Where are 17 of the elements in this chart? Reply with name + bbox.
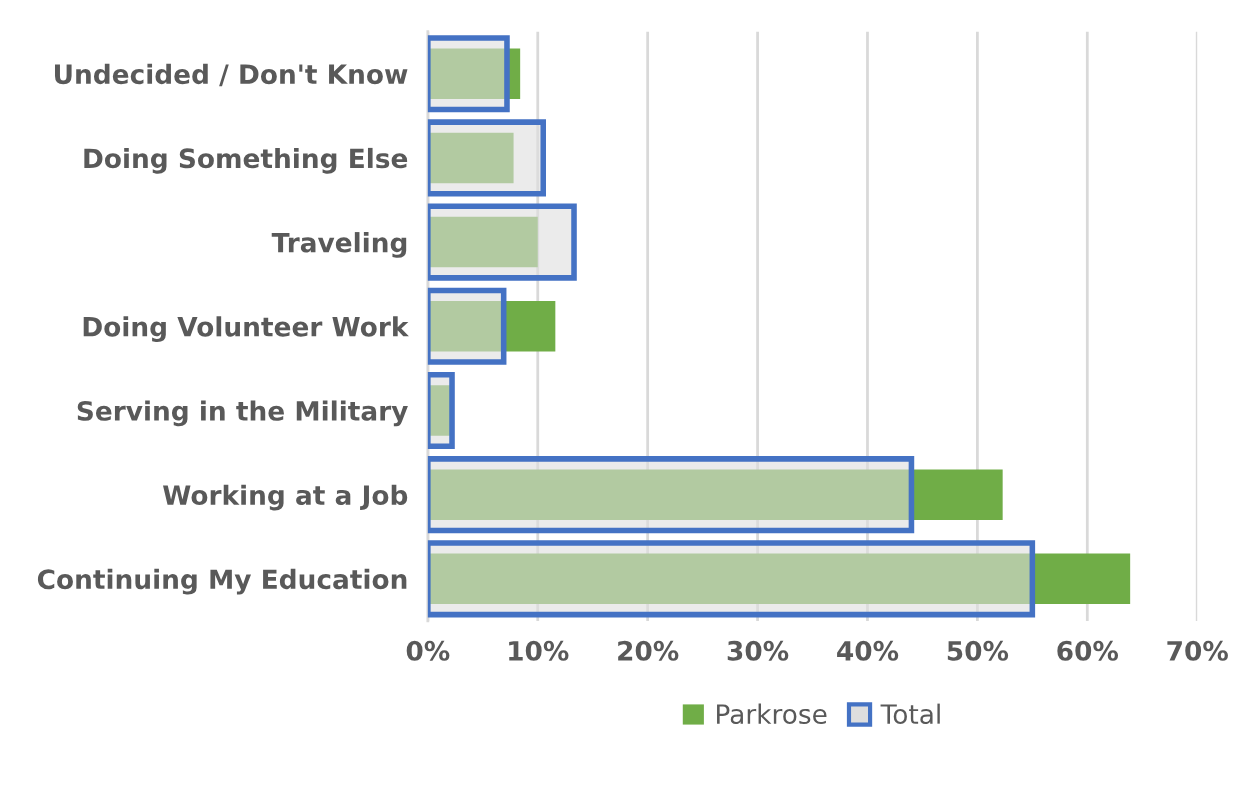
y-tick-label: Continuing My Education (37, 568, 407, 595)
y-tick-label: Working at a Job (163, 484, 408, 511)
legend-label: Total (880, 703, 940, 725)
y-tick-label: Doing Volunteer Work (83, 316, 409, 343)
x-tick-label: 20% (618, 640, 679, 661)
y-tick-label: Undecided / Don't Know (55, 63, 408, 87)
x-tick-label: 30% (727, 640, 789, 661)
y-tick-label: Doing Something Else (84, 147, 408, 174)
x-tick-label: 70% (1167, 640, 1228, 661)
x-tick-label: 40% (837, 640, 899, 661)
y-tick-label: Traveling (271, 232, 407, 258)
x-tick-label: 10% (509, 640, 569, 661)
x-tick-label: 0% (406, 640, 450, 661)
y-tick-label: Serving in the Military (77, 400, 408, 427)
x-tick-label: 50% (947, 640, 1009, 661)
x-tick-label: 60% (1057, 640, 1119, 661)
legend-label: Parkrose (717, 703, 827, 725)
